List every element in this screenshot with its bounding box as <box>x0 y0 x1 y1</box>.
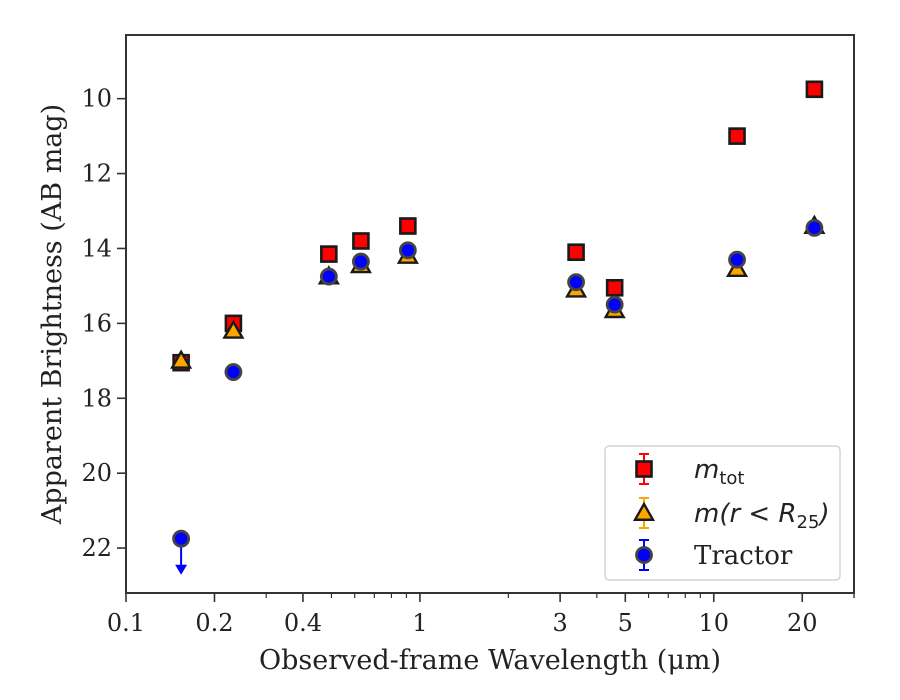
data-point <box>170 349 193 369</box>
data-point <box>320 245 338 263</box>
x-tick-label: 0.1 <box>107 609 145 637</box>
ticks-layer: 0.1 0.2 0.4 1 3 5 10 20 10 12 14 16 18 20 22 <box>81 85 855 637</box>
data-point <box>605 295 624 314</box>
x-tick-label: 0.2 <box>195 609 233 637</box>
legend-marker <box>635 460 653 478</box>
y-axis-label: Apparent Brightness (AB mag) <box>37 104 68 525</box>
x-tick-label: 0.4 <box>284 609 322 637</box>
y-tick-label: 16 <box>81 309 112 337</box>
data-point <box>352 232 370 250</box>
plot-frame <box>125 34 855 594</box>
y-tick-label: 12 <box>81 160 112 188</box>
data-point <box>224 363 243 381</box>
x-tick-label: 1 <box>412 609 427 637</box>
series-circle <box>172 218 824 575</box>
data-point <box>398 241 417 260</box>
data-point <box>399 217 417 235</box>
data-point <box>728 127 746 145</box>
y-tick-label: 18 <box>81 384 112 412</box>
x-tick-label: 10 <box>699 609 730 637</box>
y-tick-label: 22 <box>81 534 112 562</box>
data-point <box>805 80 824 99</box>
data-point <box>172 529 191 548</box>
data-point <box>319 267 338 286</box>
x-tick-label: 3 <box>552 609 567 637</box>
data-point <box>728 250 746 269</box>
data-point <box>805 218 824 237</box>
legend: mtot m(r < R25) Tractor <box>604 445 841 581</box>
x-tick-label: 20 <box>787 609 818 637</box>
legend-label: mtot <box>694 455 744 489</box>
series-square <box>172 80 824 372</box>
legend-frame <box>604 445 841 581</box>
legend-marker <box>632 501 656 521</box>
marks-layer <box>170 80 826 575</box>
legend-label: Tractor <box>694 541 793 571</box>
series-triangle <box>170 214 826 369</box>
data-point <box>605 278 624 297</box>
y-tick-label: 20 <box>81 459 112 487</box>
data-point <box>222 319 245 339</box>
legend-marker <box>635 546 653 564</box>
legend-label: m(r < R25) <box>694 499 830 533</box>
y-tick-label: 14 <box>81 234 112 262</box>
data-point <box>352 252 370 271</box>
upper-limit-arrow-head <box>175 564 188 575</box>
y-tick-label: 10 <box>81 85 112 113</box>
x-axis-label: Observed-frame Wavelength (μm) <box>259 645 721 676</box>
x-tick-label: 5 <box>618 609 633 637</box>
data-point <box>567 273 585 292</box>
data-point <box>567 243 585 262</box>
